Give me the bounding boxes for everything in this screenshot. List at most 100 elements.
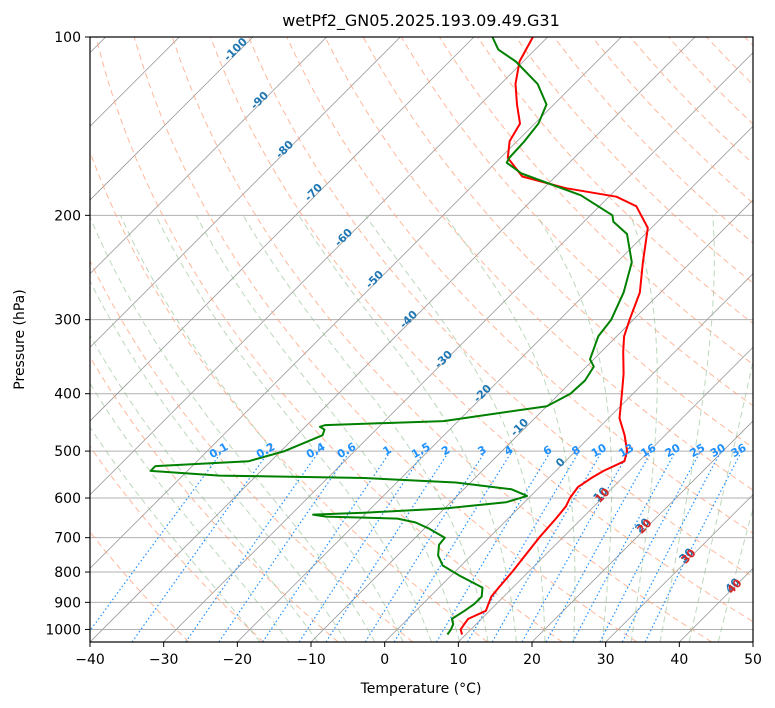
mixing-ratio-label: 0.4 (304, 440, 328, 461)
y-tick-label: 100 (54, 30, 81, 46)
axes: −40 −30 −20 −10 0 10 20 30 40 5010020030040050060… (45, 30, 762, 668)
mixing-ratio-label: 16 (638, 441, 658, 460)
dry-adiabat-line (90, 150, 488, 642)
dry-adiabat-line (706, 37, 753, 86)
data-series (149, 37, 649, 636)
dry-adiabat-line (286, 37, 753, 534)
dry-adiabat-label: -30 (432, 348, 455, 371)
plot-frame (89, 36, 754, 643)
x-tick-label: 20 (523, 652, 541, 668)
dry-adiabat-label: -80 (273, 138, 296, 161)
y-tick-label: 200 (54, 208, 81, 224)
isotherm-line (752, 641, 753, 642)
mixing-ratio-label: 6 (541, 443, 554, 458)
y-tick-label: 600 (54, 491, 81, 507)
mixing-ratio-line (521, 450, 631, 642)
dry-adiabat-line (95, 37, 563, 642)
mixing-ratio-label: 0.6 (335, 440, 359, 461)
dry-adiabat-line (515, 37, 753, 284)
x-tick-label: 10 (449, 652, 467, 668)
mixing-ratio-line (262, 450, 392, 642)
x-axis-label: Temperature (°C) (360, 681, 482, 697)
isotherm-line (90, 37, 401, 348)
mixing-ratio-label: 13 (616, 441, 636, 460)
dry-adiabat-label: -60 (332, 226, 355, 249)
moist-adiabat-line (90, 215, 376, 642)
dry-adiabat-label: -20 (471, 382, 494, 405)
mixing-ratio-label: 30 (708, 441, 728, 460)
mixing-ratio-line (393, 450, 513, 642)
moist-adiabat-line (630, 215, 658, 642)
moist-adiabat-line (120, 215, 404, 642)
dry-adiabat-line (133, 37, 638, 642)
dry-adiabat-label: -90 (248, 89, 271, 112)
dry-adiabat-label: -100 (221, 35, 250, 64)
dry-adiabat-label: -70 (302, 181, 325, 204)
mixing-ratio-line (435, 450, 552, 642)
y-tick-label: 400 (54, 387, 81, 403)
x-tick-label: −30 (149, 652, 179, 668)
y-axis-label: Pressure (hPa) (12, 289, 28, 389)
dry-adiabat-label: -40 (397, 308, 420, 331)
moist-adiabat-label: 30 (679, 546, 699, 566)
mixing-ratio-label: 0.1 (207, 440, 230, 461)
x-tick-label: 0 (380, 652, 389, 668)
dry-adiabat-line (248, 37, 753, 578)
dry-adiabat-line (477, 37, 753, 325)
moist-adiabat-line (659, 215, 715, 642)
moist-adiabat-line (444, 215, 576, 642)
isotherm-line (310, 199, 753, 642)
mixing-ratio-line (545, 450, 653, 642)
moist-adiabat-line (195, 215, 461, 642)
y-tick-label: 800 (54, 565, 81, 581)
chart-title: wetPf2_GN05.2025.193.09.49.G31 (282, 11, 560, 31)
isotherm-line (90, 37, 622, 569)
y-tick-label: 700 (54, 531, 81, 547)
temperature-line (459, 37, 649, 635)
moist-adiabat-line (298, 215, 517, 642)
line-labels: 0.1 0.2 0.4 0.6 1 1.5 2 3 4 6 8 10 13 16 20 25 30 36-100-… (207, 35, 749, 597)
y-tick-label: 500 (54, 444, 81, 460)
moist-adiabat-line (90, 426, 261, 642)
x-tick-label: −40 (75, 652, 105, 668)
x-tick-label: 30 (597, 652, 615, 668)
isotherm-line (163, 52, 753, 642)
moist-adiabat-label: 10 (593, 485, 613, 505)
isotherm-line (237, 125, 753, 642)
x-tick-label: −10 (296, 652, 326, 668)
isotherm-line (458, 346, 753, 642)
mixing-ratio-label: 20 (663, 441, 683, 460)
mixing-ratio-label: 10 (589, 441, 609, 460)
dewpoint-line (149, 37, 633, 636)
mixing-ratio-line (131, 450, 270, 642)
y-tick-label: 900 (54, 595, 81, 611)
isotherm-line (90, 37, 696, 642)
dry-adiabat-line (324, 37, 753, 491)
mixing-ratio-label: 4 (502, 443, 515, 458)
dry-adiabat-line (744, 37, 753, 47)
moist-adiabat-line (90, 279, 347, 642)
x-tick-label: 40 (670, 652, 688, 668)
mixing-ratio-line (218, 450, 351, 642)
moist-adiabat-line (364, 215, 546, 642)
moist-adiabat-line (155, 215, 432, 642)
isotherm-line (384, 273, 753, 642)
isotherm-line (90, 37, 254, 201)
moist-adiabat-label: 20 (635, 516, 655, 536)
isotherm-line (90, 37, 475, 422)
y-tick-label: 1000 (45, 622, 81, 638)
mixing-ratio-line (644, 450, 743, 642)
moist-adiabat-line (536, 215, 613, 642)
dry-adiabat-label: -10 (508, 416, 531, 439)
y-tick-label: 300 (54, 313, 81, 329)
x-tick-label: −20 (223, 652, 253, 668)
moist-adiabat-line (717, 506, 753, 642)
isotherm-line (605, 494, 753, 642)
mixing-ratio-label: 1.5 (409, 440, 432, 461)
isotherm-line (531, 420, 753, 642)
dry-adiabat-label: -50 (363, 268, 386, 291)
mixing-ratio-label: 36 (729, 441, 749, 460)
mixing-ratio-label: 25 (687, 441, 707, 460)
x-tick-label: 50 (744, 652, 762, 668)
